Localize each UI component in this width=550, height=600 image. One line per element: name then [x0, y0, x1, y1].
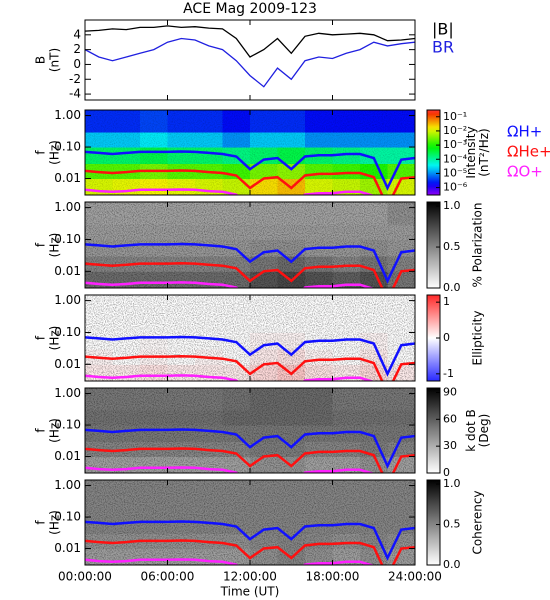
x-tick-label: 18:00:00	[306, 570, 360, 584]
gyro-line	[85, 169, 415, 195]
panel	[85, 480, 415, 565]
colorbar-tick-label: 1	[443, 295, 450, 308]
gyro-line	[85, 466, 415, 473]
panel	[85, 295, 415, 381]
x-tick-label: 12:00:00	[223, 570, 277, 584]
y-tick-label: -4	[69, 87, 81, 101]
gyro-line	[85, 150, 415, 191]
colorbar	[426, 109, 441, 196]
colorbar-tick-label: 10⁻⁶	[443, 181, 468, 194]
panel	[85, 202, 415, 288]
gyro-line	[85, 558, 415, 565]
legend-label: BR	[432, 38, 454, 57]
colorbar-label: k dot B	[464, 409, 478, 451]
y-tick-label: 1.00	[54, 386, 81, 400]
legend-label: |B|	[432, 20, 454, 39]
colorbar-tick-label: 60	[443, 412, 457, 425]
data-line	[85, 37, 415, 88]
colorbar-label: Coherency	[471, 490, 485, 554]
y-tick-label: 0.01	[54, 264, 81, 278]
colorbar	[426, 201, 441, 289]
y-tick-label: 2	[73, 42, 81, 56]
gyro-line	[85, 539, 415, 565]
gyro-line	[85, 335, 415, 377]
data-line	[85, 25, 415, 58]
colorbar-tick-label: 0.0	[443, 281, 461, 294]
x-tick-label: 24:00:00	[388, 570, 442, 584]
colorbar	[426, 387, 441, 474]
y-tick-label: 0.10	[54, 510, 81, 524]
legend-label: ΩHe+	[507, 143, 550, 161]
colorbar-tick-label: 0	[443, 331, 450, 344]
colorbar-tick-label: 90	[443, 385, 457, 398]
colorbar-tick-label: 10⁻³	[443, 138, 467, 151]
y-axis-label: (nT)	[48, 48, 62, 72]
panel	[85, 388, 415, 473]
y-axis-label: f	[34, 335, 48, 340]
y-tick-label: -2	[69, 72, 81, 86]
colorbar-tick-label: 1.0	[443, 477, 461, 490]
gyro-line	[85, 188, 415, 195]
y-axis-label: (Hz)	[48, 326, 62, 351]
y-axis-label: B	[34, 56, 48, 64]
y-tick-label: 4	[73, 27, 81, 41]
y-tick-label: 1.00	[54, 293, 81, 307]
y-axis-label: f	[34, 150, 48, 155]
colorbar-label: (nT²/Hz)	[477, 128, 491, 176]
colorbar-label: Ellipticity	[471, 311, 485, 366]
gyro-line	[85, 447, 415, 473]
chart-title: ACE Mag 2009-123	[183, 1, 317, 17]
y-axis-label: (Hz)	[48, 140, 62, 165]
y-tick-label: 0.10	[54, 232, 81, 246]
colorbar-tick-label: 0.5	[443, 240, 461, 253]
colorbar-tick-label: 0	[443, 466, 450, 479]
gyro-line	[85, 374, 415, 381]
colorbar-tick-label: 10⁻¹	[443, 110, 467, 123]
colorbar-tick-label: 10⁻⁴	[443, 152, 468, 165]
y-axis-label: f	[34, 428, 48, 433]
y-axis-label: f	[34, 520, 48, 525]
y-tick-label: 0.01	[54, 541, 81, 555]
gyro-line	[85, 281, 415, 288]
colorbar-tick-label: 10⁻²	[443, 124, 467, 137]
y-axis-label: f	[34, 242, 48, 247]
x-axis-label: Time (UT)	[220, 585, 280, 599]
colorbar-tick-label: 0.0	[443, 558, 461, 571]
colorbar-tick-label: -1	[443, 367, 454, 380]
y-axis-label: (Hz)	[48, 418, 62, 443]
x-tick-label: 06:00:00	[141, 570, 195, 584]
y-axis-label: (Hz)	[48, 233, 62, 258]
y-tick-label: 0.01	[54, 357, 81, 371]
y-tick-label: 0.01	[54, 449, 81, 463]
y-tick-label: 1.00	[54, 200, 81, 214]
y-tick-label: 0.10	[54, 418, 81, 432]
colorbar-tick-label: 1.0	[443, 199, 461, 212]
y-tick-label: 1.00	[54, 108, 81, 122]
gyro-line	[85, 261, 415, 288]
colorbar-label: Intensity	[464, 126, 478, 178]
gyro-line	[85, 242, 415, 284]
panel	[85, 25, 415, 88]
x-tick-label: 00:00:00	[58, 570, 112, 584]
colorbar	[426, 479, 441, 566]
y-tick-label: 0.10	[54, 325, 81, 339]
y-tick-label: 0.01	[54, 171, 81, 185]
panel	[85, 110, 415, 195]
gyro-line	[85, 520, 415, 561]
legend-label: ΩO+	[507, 163, 543, 181]
colorbar-label: (Deg)	[477, 414, 491, 448]
y-tick-label: 1.00	[54, 478, 81, 492]
colorbar-tick-label: 30	[443, 439, 457, 452]
colorbar-label: % Polarization	[471, 203, 485, 288]
y-tick-label: 0	[73, 57, 81, 71]
gyro-line	[85, 354, 415, 381]
gyro-line	[85, 428, 415, 469]
legend-label: ΩH+	[507, 123, 542, 141]
y-tick-label: 0.10	[54, 140, 81, 154]
y-axis-label: (Hz)	[48, 510, 62, 535]
colorbar-tick-label: 0.5	[443, 518, 461, 531]
colorbar-tick-label: 10⁻⁵	[443, 166, 467, 179]
plot-frame	[84, 19, 416, 101]
